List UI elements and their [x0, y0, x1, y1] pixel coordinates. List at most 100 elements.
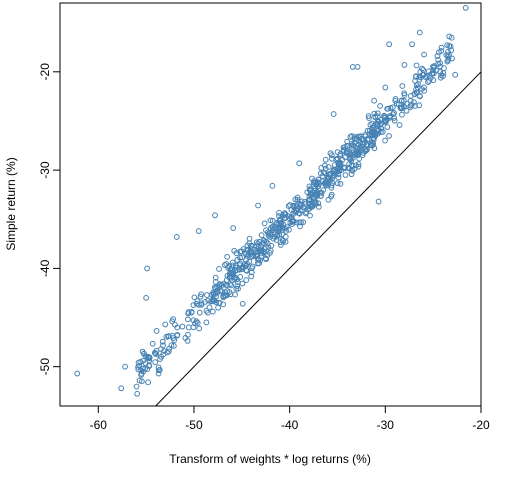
- data-point: [270, 226, 277, 233]
- data-point: [335, 174, 342, 181]
- data-point: [233, 267, 240, 274]
- data-point: [400, 104, 407, 111]
- data-point: [208, 298, 214, 305]
- data-point: [243, 267, 249, 274]
- data-point: [197, 293, 204, 300]
- data-point: [230, 262, 236, 269]
- data-point: [276, 209, 282, 216]
- data-point: [170, 343, 177, 349]
- data-point: [299, 207, 306, 213]
- data-point: [173, 234, 180, 240]
- data-point: [244, 246, 251, 253]
- data-point: [401, 90, 408, 97]
- data-point: [434, 53, 441, 59]
- data-point: [331, 162, 338, 168]
- data-point: [255, 256, 262, 263]
- data-point: [306, 193, 313, 200]
- data-point: [266, 250, 273, 256]
- data-point: [298, 219, 304, 226]
- data-point: [233, 285, 240, 292]
- data-point: [351, 139, 358, 146]
- data-point: [419, 65, 425, 72]
- data-point: [118, 385, 125, 392]
- x-tick-label: -30: [377, 418, 395, 432]
- data-point: [305, 206, 312, 213]
- data-point: [421, 84, 427, 91]
- data-point: [445, 49, 451, 55]
- data-point: [366, 115, 372, 121]
- data-point: [444, 42, 451, 49]
- data-point: [255, 202, 261, 209]
- data-point: [281, 211, 288, 218]
- data-point: [400, 97, 407, 104]
- data-point: [261, 220, 268, 227]
- data-point: [204, 309, 211, 316]
- data-point: [349, 63, 356, 70]
- data-point: [274, 231, 281, 238]
- data-point: [198, 301, 205, 308]
- data-point: [315, 200, 322, 207]
- data-point: [285, 203, 292, 209]
- data-point: [401, 62, 408, 68]
- data-point: [253, 243, 260, 250]
- data-point: [325, 164, 332, 170]
- data-point: [344, 149, 351, 156]
- data-point: [196, 309, 203, 316]
- data-point: [374, 119, 381, 125]
- data-point: [322, 156, 329, 163]
- data-point: [342, 172, 349, 178]
- data-point: [165, 348, 172, 355]
- data-point: [320, 169, 327, 176]
- data-point: [416, 102, 423, 109]
- data-point: [227, 266, 234, 273]
- data-point: [206, 304, 213, 311]
- data-point: [375, 198, 382, 205]
- data-point: [444, 58, 451, 65]
- data-point: [347, 134, 354, 140]
- data-point: [248, 269, 255, 276]
- data-point: [351, 150, 358, 157]
- data-point: [420, 67, 427, 73]
- data-point: [360, 141, 367, 148]
- data-point: [268, 242, 275, 249]
- data-point: [328, 182, 335, 189]
- data-point: [306, 200, 312, 207]
- data-point: [209, 308, 216, 315]
- data-point: [367, 121, 374, 128]
- data-point: [391, 117, 398, 124]
- data-point: [416, 29, 423, 36]
- data-point: [185, 316, 191, 323]
- data-point: [135, 366, 142, 373]
- data-point: [384, 124, 391, 130]
- data-point: [396, 122, 403, 128]
- y-tick-label: -40: [38, 259, 52, 277]
- data-point: [276, 217, 283, 224]
- data-point: [144, 265, 150, 272]
- data-point: [245, 247, 251, 254]
- data-point: [277, 242, 284, 248]
- data-point: [334, 168, 341, 175]
- data-point: [386, 41, 393, 48]
- data-point: [312, 185, 319, 192]
- data-point: [411, 91, 418, 98]
- data-point: [146, 357, 153, 364]
- data-point: [162, 321, 169, 328]
- data-point: [237, 260, 243, 267]
- data-point: [321, 162, 328, 169]
- data-point: [300, 219, 307, 226]
- data-point: [403, 107, 410, 114]
- data-point: [371, 97, 378, 104]
- data-point: [194, 298, 201, 305]
- data-point: [325, 196, 332, 203]
- data-point: [416, 92, 423, 99]
- data-point: [379, 128, 386, 135]
- data-point: [395, 101, 402, 108]
- data-point: [306, 183, 313, 190]
- data-point: [337, 162, 344, 169]
- data-point: [191, 294, 198, 301]
- data-point: [287, 202, 293, 208]
- data-point: [267, 217, 274, 224]
- data-point: [428, 70, 435, 77]
- data-point: [322, 170, 328, 177]
- y-tick-label: -50: [38, 358, 52, 376]
